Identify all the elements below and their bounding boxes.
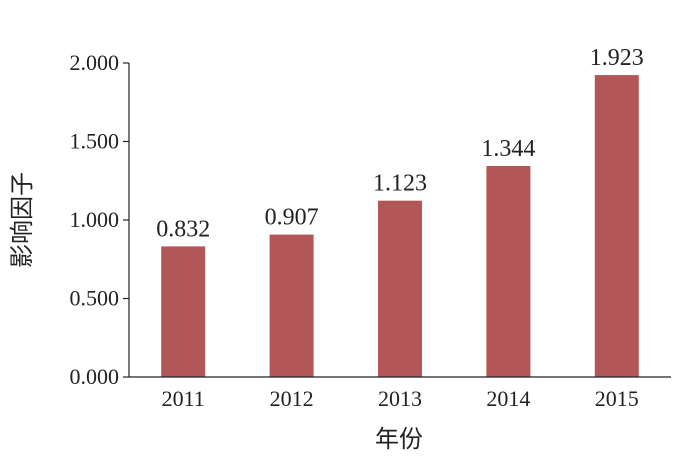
bar-2013 — [378, 200, 422, 377]
axes-group: 2011 2012 2013 2014 2015 0.000 0.500 1.000 1.500… — [70, 50, 671, 411]
data-label-2013: 1.123 — [373, 171, 427, 197]
x-tick-label-2011: 2011 — [162, 386, 205, 411]
y-tick-label: 0.500 — [70, 286, 120, 311]
x-tick-label-2013: 2013 — [378, 386, 422, 411]
data-label-2015: 1.923 — [590, 45, 644, 71]
data-label-2012: 0.907 — [265, 205, 319, 231]
x-tick-label-2014: 2014 — [486, 386, 530, 411]
y-axis-title: 影响因子 — [9, 172, 36, 268]
data-labels-group: 0.832 0.907 1.123 1.344 1.923 — [156, 45, 644, 242]
x-axis-title: 年份 — [375, 426, 423, 453]
x-tick-label-2012: 2012 — [270, 386, 314, 411]
x-tick-label-2015: 2015 — [595, 386, 639, 411]
y-tick-label: 1.500 — [70, 129, 120, 154]
bars-group — [161, 75, 639, 378]
y-tick-label: 1.000 — [70, 207, 120, 232]
y-tick-label: 0.000 — [70, 364, 120, 389]
bar-2011 — [161, 246, 206, 377]
data-label-2014: 1.344 — [481, 136, 535, 162]
y-tick-label: 2.000 — [70, 50, 120, 75]
bar-2015 — [594, 75, 639, 378]
data-label-2011: 0.832 — [156, 216, 210, 242]
bar-2012 — [269, 234, 314, 377]
bar-2014 — [486, 165, 531, 377]
